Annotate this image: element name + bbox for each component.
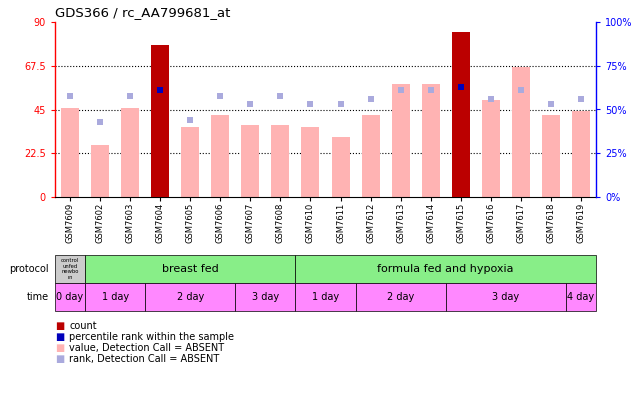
Bar: [392, 84, 410, 197]
Text: 3 day: 3 day: [492, 292, 519, 302]
Bar: [91, 145, 109, 197]
Text: 4 day: 4 day: [567, 292, 595, 302]
Bar: [512, 67, 530, 197]
Text: 2 day: 2 day: [177, 292, 204, 302]
Bar: [271, 125, 290, 197]
Text: ■: ■: [55, 332, 64, 342]
Bar: [85, 255, 296, 283]
Bar: [566, 283, 596, 311]
Bar: [452, 32, 470, 197]
Bar: [121, 108, 139, 197]
Text: breast fed: breast fed: [162, 264, 219, 274]
Bar: [542, 115, 560, 197]
Bar: [55, 283, 85, 311]
Text: 2 day: 2 day: [387, 292, 414, 302]
Bar: [452, 51, 470, 197]
Text: rank, Detection Call = ABSENT: rank, Detection Call = ABSENT: [69, 354, 219, 364]
Text: 1 day: 1 day: [101, 292, 129, 302]
Text: protocol: protocol: [9, 264, 49, 274]
Bar: [151, 45, 169, 197]
Text: 0 day: 0 day: [56, 292, 83, 302]
Bar: [362, 115, 379, 197]
Bar: [181, 127, 199, 197]
Text: formula fed and hypoxia: formula fed and hypoxia: [378, 264, 514, 274]
Text: ■: ■: [55, 321, 64, 331]
Bar: [572, 111, 590, 197]
Bar: [445, 283, 566, 311]
Text: percentile rank within the sample: percentile rank within the sample: [69, 332, 234, 342]
Bar: [235, 283, 296, 311]
Bar: [356, 283, 445, 311]
Text: count: count: [69, 321, 97, 331]
Text: time: time: [26, 292, 49, 302]
Bar: [422, 84, 440, 197]
Bar: [296, 283, 356, 311]
Bar: [212, 115, 229, 197]
Bar: [85, 283, 145, 311]
Text: value, Detection Call = ABSENT: value, Detection Call = ABSENT: [69, 343, 224, 353]
Text: GDS366 / rc_AA799681_at: GDS366 / rc_AA799681_at: [55, 6, 230, 19]
Text: ■: ■: [55, 343, 64, 353]
Bar: [151, 51, 169, 197]
Text: ■: ■: [55, 354, 64, 364]
Bar: [296, 255, 596, 283]
Bar: [301, 127, 319, 197]
Text: 3 day: 3 day: [252, 292, 279, 302]
Bar: [55, 255, 85, 283]
Bar: [242, 125, 260, 197]
Text: control
unfed
newbo
rn: control unfed newbo rn: [61, 258, 79, 280]
Bar: [331, 137, 349, 197]
Bar: [482, 100, 500, 197]
Text: 1 day: 1 day: [312, 292, 339, 302]
Bar: [145, 283, 235, 311]
Bar: [61, 108, 79, 197]
